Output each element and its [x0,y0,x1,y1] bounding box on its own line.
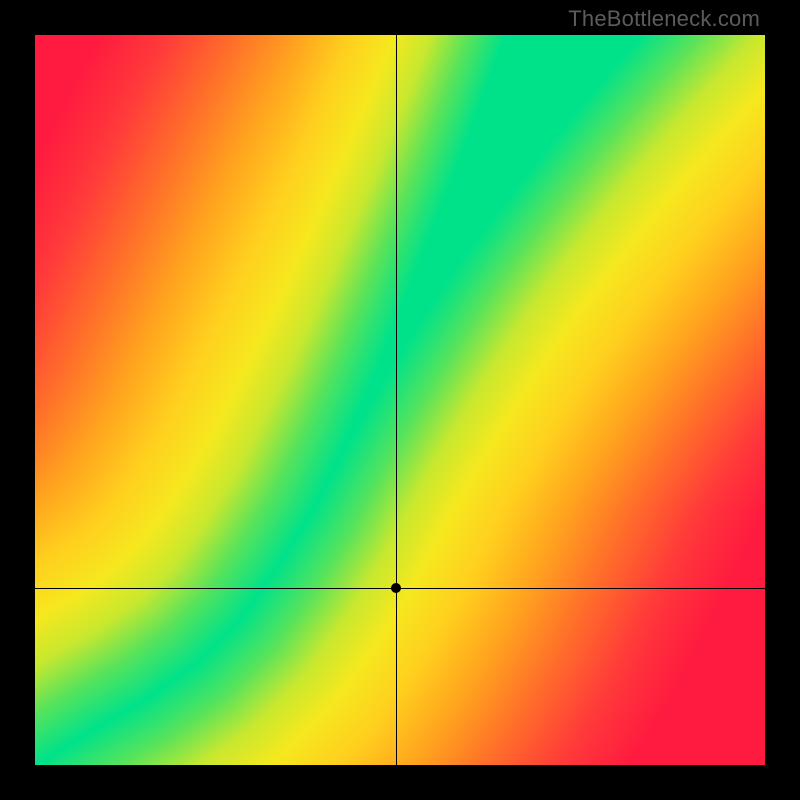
heatmap-plot-area [35,35,765,765]
crosshair-vertical [396,35,397,765]
watermark-text: TheBottleneck.com [568,6,760,32]
heatmap-canvas [35,35,765,765]
crosshair-marker [391,583,401,593]
